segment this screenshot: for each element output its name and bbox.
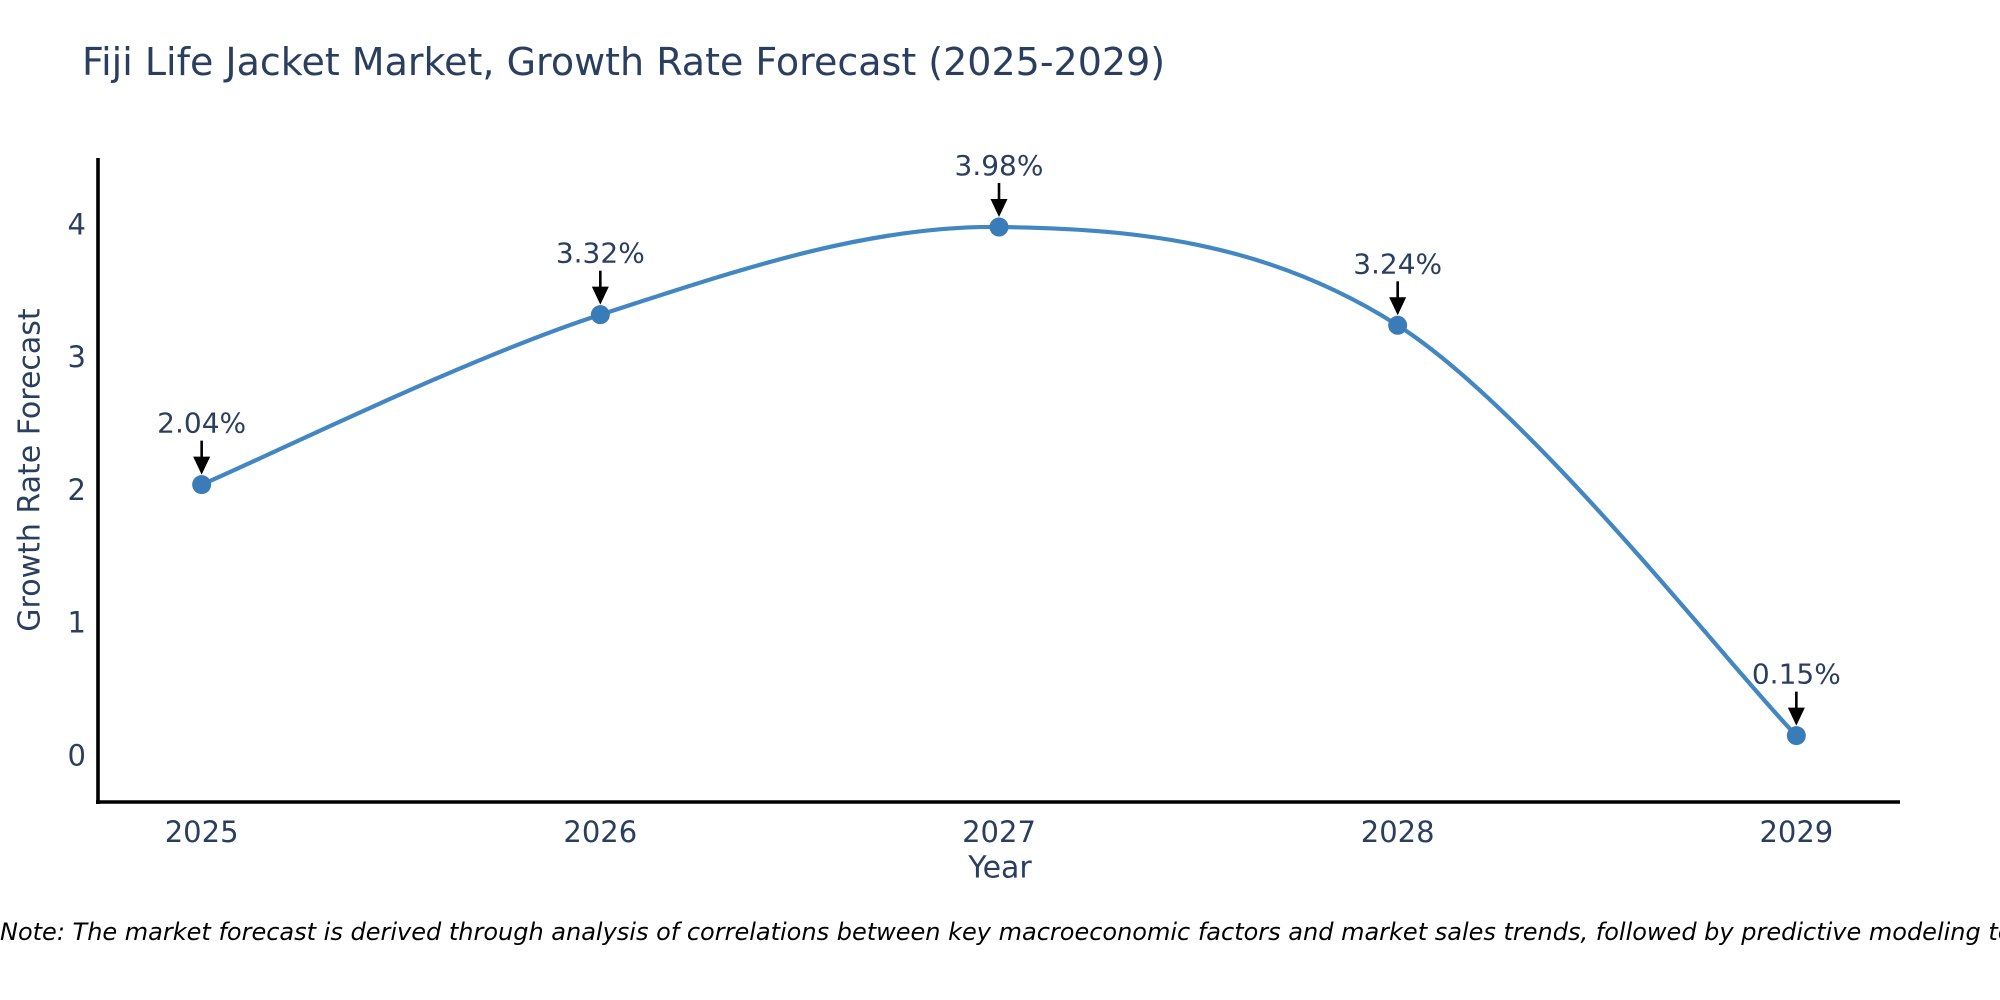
annotation-label: 0.15% (1752, 658, 1841, 691)
chart-title: Fiji Life Jacket Market, Growth Rate For… (82, 40, 1166, 84)
y-tick-label: 0 (68, 739, 86, 773)
y-axis-title: Growth Rate Forecast (12, 308, 48, 632)
data-point-marker[interactable] (192, 475, 212, 495)
annotation-label: 3.24% (1353, 247, 1442, 280)
forecast-line (199, 224, 1799, 738)
data-point-marker[interactable] (989, 217, 1009, 237)
annotation-arrow-head-icon (990, 199, 1008, 218)
x-tick-label: 2028 (1361, 815, 1435, 849)
y-tick-label: 1 (68, 606, 86, 640)
annotation-arrow-head-icon (193, 456, 211, 475)
x-tick-label: 2029 (1759, 815, 1833, 849)
annotation-label: 3.98% (955, 149, 1044, 182)
data-point-marker[interactable] (1388, 315, 1408, 335)
annotation-arrow-head-icon (1389, 297, 1407, 316)
x-tick-label: 2026 (563, 815, 637, 849)
annotation-arrow-head-icon (1787, 707, 1805, 726)
y-tick-label: 3 (68, 340, 86, 374)
x-tick-label: 2025 (165, 815, 239, 849)
annotation-arrow-head-icon (591, 286, 609, 305)
x-tick-label: 2027 (962, 815, 1036, 849)
data-point-marker[interactable] (1786, 726, 1806, 746)
data-point-marker[interactable] (590, 305, 610, 325)
x-axis-title: Year (968, 850, 1032, 886)
y-tick-label: 4 (68, 207, 86, 241)
footnote: Note: The market forecast is derived thr… (0, 918, 2000, 946)
y-tick-label: 2 (68, 473, 86, 507)
annotation-label: 3.32% (556, 237, 645, 270)
annotation-label: 2.04% (157, 407, 246, 440)
